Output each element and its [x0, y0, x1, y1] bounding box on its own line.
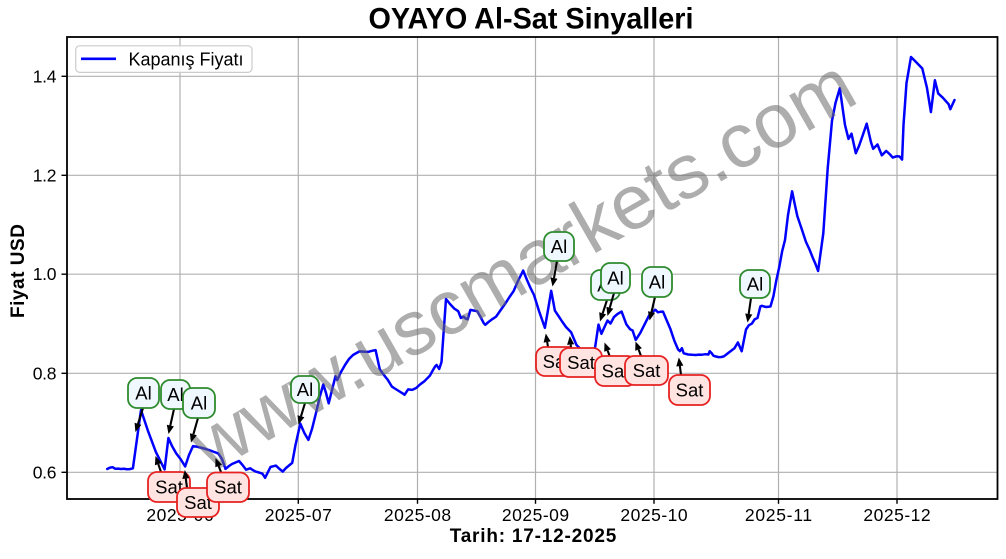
svg-text:0.8: 0.8 [33, 363, 57, 383]
svg-text:1.4: 1.4 [33, 66, 57, 86]
svg-text:2025-10: 2025-10 [620, 505, 687, 525]
svg-text:Al: Al [297, 379, 313, 400]
svg-text:Sat: Sat [633, 360, 661, 381]
svg-text:Al: Al [191, 392, 207, 413]
svg-text:Tarih: 17-12-2025: Tarih: 17-12-2025 [450, 526, 617, 547]
svg-text:Al: Al [747, 273, 763, 294]
svg-text:Sat: Sat [214, 477, 242, 498]
svg-text:Al: Al [551, 236, 567, 257]
svg-text:2025-09: 2025-09 [502, 505, 569, 525]
svg-text:Al: Al [135, 382, 151, 403]
svg-text:Kapanış Fiyatı: Kapanış Fiyatı [129, 49, 244, 69]
svg-text:Al: Al [167, 384, 183, 405]
svg-text:Sat: Sat [676, 379, 704, 400]
svg-text:Al: Al [649, 271, 665, 292]
svg-text:OYAYO Al-Sat Sinyalleri: OYAYO Al-Sat Sinyalleri [369, 3, 694, 36]
svg-text:1.2: 1.2 [33, 165, 57, 185]
svg-text:2025-11: 2025-11 [745, 505, 812, 525]
svg-text:0.6: 0.6 [33, 462, 57, 482]
svg-text:2025-07: 2025-07 [265, 505, 332, 525]
svg-text:2025-08: 2025-08 [384, 505, 451, 525]
svg-text:Al: Al [607, 267, 623, 288]
svg-text:2025-12: 2025-12 [863, 505, 930, 525]
svg-text:Sat: Sat [567, 352, 595, 373]
svg-text:1.0: 1.0 [33, 264, 57, 284]
svg-text:Fiyat USD: Fiyat USD [8, 224, 29, 318]
